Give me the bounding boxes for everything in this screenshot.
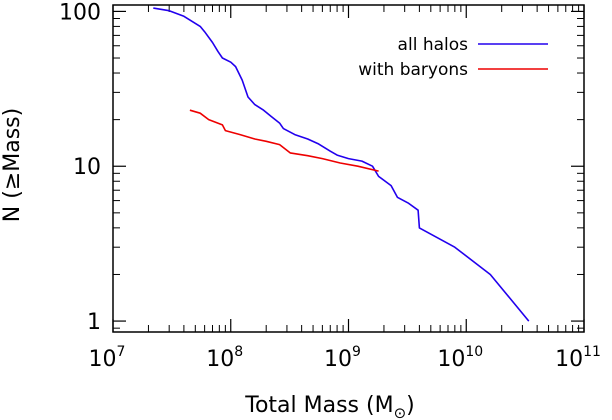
- y-tick-label: 1: [87, 310, 101, 335]
- legend: all halos with baryons: [358, 35, 548, 80]
- series-line-all-halos: [153, 7, 530, 322]
- y-axis-title: N (≥Mass): [0, 108, 25, 222]
- series-line-with-baryons: [189, 109, 379, 172]
- y-tick-label: 10: [73, 155, 101, 180]
- y-tick-label: 100: [59, 0, 101, 25]
- x-tick-label: 109: [324, 344, 361, 372]
- x-tick-label: 107: [89, 344, 126, 372]
- x-axis-title: Total Mass (M⊙): [244, 393, 415, 420]
- sun-symbol: ⊙: [394, 404, 407, 420]
- x-tick-label: 108: [206, 344, 243, 372]
- legend-label: with baryons: [358, 60, 468, 80]
- x-tick-label: 1011: [555, 344, 601, 372]
- series-layer: [153, 7, 530, 322]
- x-tick-label: 1010: [437, 344, 483, 372]
- axis-ticks: 107 108 109 1010 1011 1 10 100: [59, 0, 601, 372]
- legend-label: all halos: [398, 35, 469, 55]
- plot-frame: [112, 4, 585, 333]
